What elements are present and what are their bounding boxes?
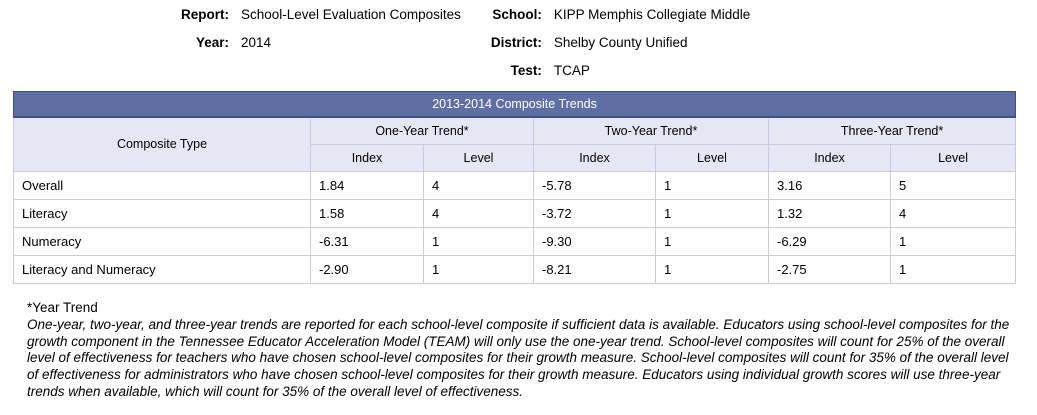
table-row: Literacy 1.58 4 -3.72 1 1.32 4 [13,199,1017,228]
trend-group-header-row: Composite Type One-Year Trend* Two-Year … [13,116,1017,172]
cell-value: 3.16 [768,171,891,200]
cell-value: 5 [889,171,1017,200]
report-value: School-Level Evaluation Composites [241,7,461,22]
cell-value: 1 [655,227,769,256]
test-label: Test: [510,63,542,78]
cell-value: 1 [889,255,1017,284]
school-label: School: [492,7,542,22]
three-year-level-header: Level [889,144,1017,172]
district-value: Shelby County Unified [553,35,688,50]
table-title-row: 2013-2014 Composite Trends [12,91,1017,118]
footnote-heading: *Year Trend [27,300,98,315]
cell-value: 1 [655,255,769,284]
table-row: Literacy and Numeracy -2.90 1 -8.21 1 -2… [13,255,1017,284]
year-value: 2014 [241,35,272,50]
cell-composite-type: Numeracy [13,227,311,256]
composite-type-header: Composite Type [13,116,311,172]
cell-value: 1.84 [310,171,424,200]
two-year-index-header: Index [533,144,656,172]
cell-composite-type: Literacy and Numeracy [13,255,311,284]
cell-value: 4 [423,171,534,200]
one-year-trend-header: One-Year Trend* [310,116,534,145]
two-year-level-header: Level [655,144,769,172]
cell-value: -3.72 [533,199,656,228]
cell-composite-type: Literacy [13,199,311,228]
year-label: Year: [195,35,229,50]
three-year-trend-header: Three-Year Trend* [767,116,1017,145]
one-year-level-header: Level [423,144,534,172]
footnote-body: One-year, two-year, and three-year trend… [27,316,1010,399]
cell-value: 1 [889,227,1017,256]
test-value: TCAP [553,63,590,78]
cell-value: 1 [423,255,534,284]
report-header: Report: School-Level Evaluation Composit… [0,0,1037,78]
cell-value: 1 [655,199,769,228]
cell-composite-type: Overall [13,171,311,200]
cell-value: 1.58 [310,199,424,228]
cell-value: -8.21 [533,255,656,284]
year-trend-footnote: *Year Trend One-year, two-year, and thre… [27,300,1017,401]
report-label: Report: [181,7,229,22]
one-year-index-header: Index [310,144,424,172]
table-row: Numeracy -6.31 1 -9.30 1 -6.29 1 [13,227,1017,256]
school-value: KIPP Memphis Collegiate Middle [553,7,751,22]
cell-value: 4 [889,199,1017,228]
report-header-right-group: School: KIPP Memphis Collegiate Middle D… [491,7,750,78]
composite-trends-table: 2013-2014 Composite Trends Composite Typ… [12,91,1017,284]
cell-value: -9.30 [533,227,656,256]
cell-value: -6.31 [310,227,424,256]
table-row: Overall 1.84 4 -5.78 1 3.16 5 [13,171,1017,200]
district-label: District: [490,35,542,50]
cell-value: -5.78 [533,171,656,200]
three-year-index-header: Index [768,144,891,172]
cell-value: -2.75 [768,255,891,284]
cell-value: 1.32 [768,199,891,228]
table-title: 2013-2014 Composite Trends [12,91,1017,118]
cell-value: 1 [655,171,769,200]
sub-header-row: Index Level Index Level Index Level [14,144,1017,172]
cell-value: -2.90 [310,255,424,284]
cell-value: 4 [423,199,534,228]
two-year-trend-header: Two-Year Trend* [533,116,769,145]
cell-value: -6.29 [768,227,891,256]
report-header-left-group: Report: School-Level Evaluation Composit… [181,7,461,78]
cell-value: 1 [423,227,534,256]
